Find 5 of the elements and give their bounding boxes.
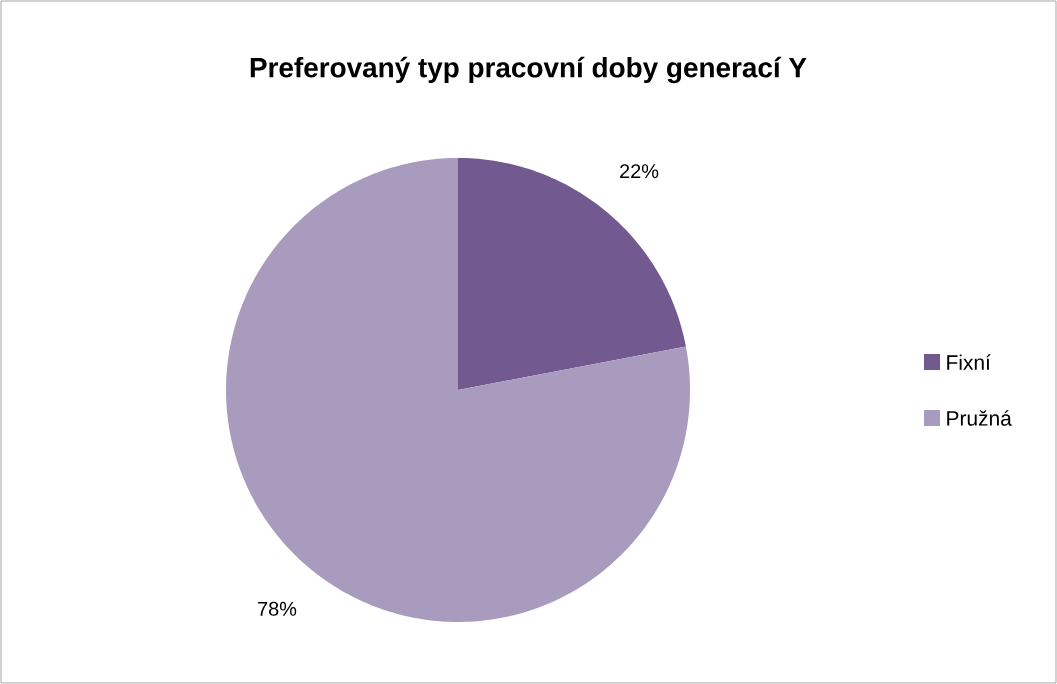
data-label: 22% [620,164,659,179]
data-label: 78% [258,601,297,616]
chart-title: Preferovaný typ pracovní doby generací Y [250,56,807,84]
legend-label: Pružná [947,410,1012,426]
legend-label: Fixní [947,354,991,370]
